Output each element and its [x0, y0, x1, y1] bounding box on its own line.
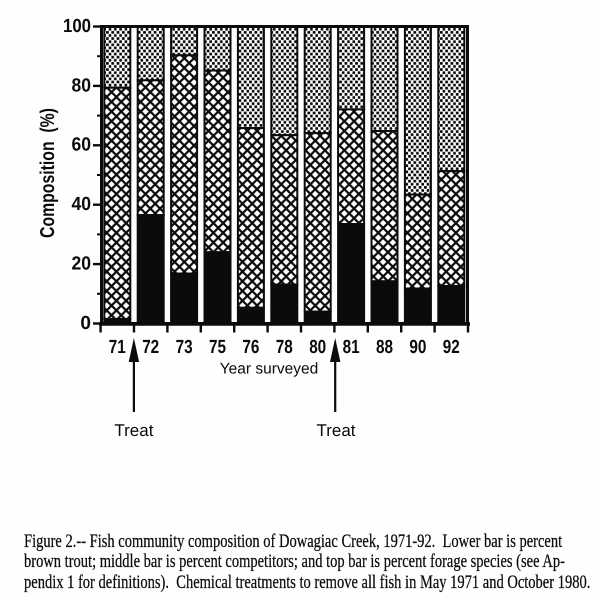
svg-text:Year surveyed: Year surveyed: [220, 361, 319, 378]
svg-text:88: 88: [376, 337, 393, 358]
svg-text:60: 60: [72, 135, 92, 156]
svg-text:Treat: Treat: [316, 421, 355, 440]
svg-text:80: 80: [72, 75, 92, 96]
svg-text:72: 72: [142, 337, 159, 358]
svg-text:80: 80: [309, 337, 326, 358]
svg-text:76: 76: [242, 337, 259, 358]
svg-text:78: 78: [276, 337, 293, 358]
svg-text:Composition (%): Composition (%): [37, 108, 59, 238]
svg-text:92: 92: [443, 337, 460, 358]
svg-text:71: 71: [109, 337, 126, 358]
svg-text:Treat: Treat: [114, 421, 153, 440]
svg-text:40: 40: [72, 194, 92, 215]
svg-text:81: 81: [343, 337, 360, 358]
svg-text:90: 90: [409, 337, 426, 358]
svg-text:75: 75: [209, 337, 226, 358]
svg-text:0: 0: [80, 313, 91, 334]
svg-text:100: 100: [63, 16, 91, 37]
svg-text:20: 20: [72, 254, 92, 275]
svg-text:73: 73: [176, 337, 193, 358]
